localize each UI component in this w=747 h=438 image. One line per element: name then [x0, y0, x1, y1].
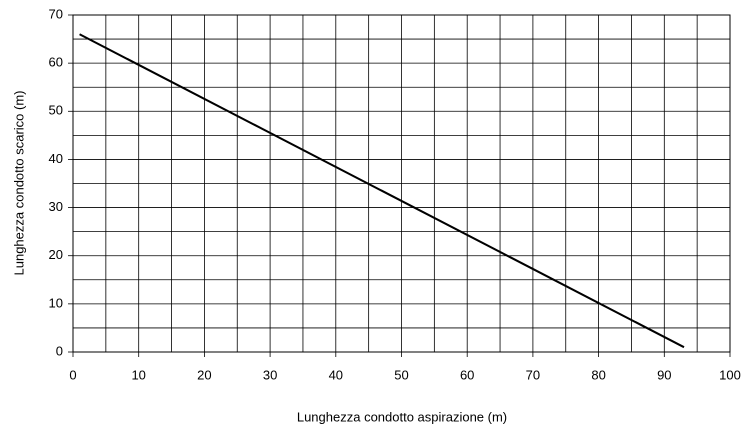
- x-tick-label: 70: [526, 367, 540, 382]
- x-tick-label: 90: [657, 367, 671, 382]
- x-tick-label: 20: [197, 367, 211, 382]
- y-tick-label: 20: [49, 247, 63, 262]
- plot-frame: [72, 14, 731, 353]
- x-tick-label: 100: [719, 367, 741, 382]
- data-line: [79, 33, 685, 349]
- x-tick-label: 30: [263, 367, 277, 382]
- x-tick-label: 50: [394, 367, 408, 382]
- x-tick-label: 10: [131, 367, 145, 382]
- y-axis-label: Lunghezza condotto scarico (m): [11, 91, 26, 276]
- x-tick-label: 0: [69, 367, 76, 382]
- y-tick-label: 60: [49, 55, 63, 70]
- x-axis-label: Lunghezza condotto aspirazione (m): [297, 409, 507, 424]
- y-tick-label: 70: [49, 6, 63, 21]
- x-tick-label: 60: [460, 367, 474, 382]
- y-tick-label: 0: [56, 343, 63, 358]
- x-tick-label: 40: [329, 367, 343, 382]
- y-tick-label: 10: [49, 295, 63, 310]
- y-tick-label: 50: [49, 103, 63, 118]
- y-tick-label: 30: [49, 199, 63, 214]
- x-tick-label: 80: [591, 367, 605, 382]
- y-tick-label: 40: [49, 151, 63, 166]
